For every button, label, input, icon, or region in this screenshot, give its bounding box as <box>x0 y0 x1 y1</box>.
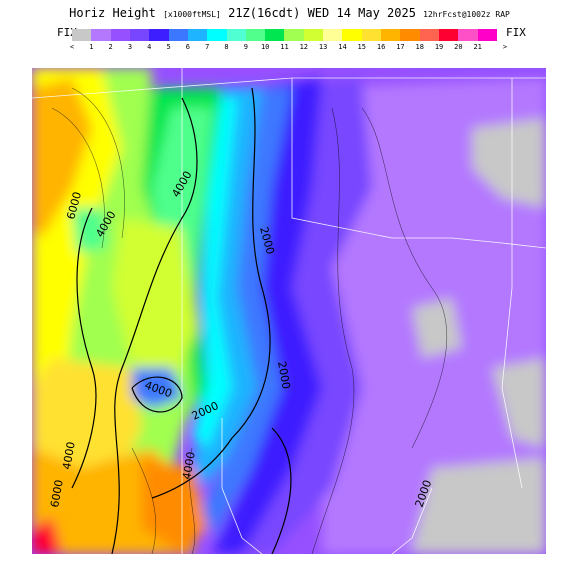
legend-swatch <box>226 29 246 41</box>
legend-ticks: <1 2 3 4 5 6 7 8 9 10 11 12 13 14 15 16 17 18 19 20 21 > <box>69 43 507 53</box>
fill-light-blue <box>202 88 292 538</box>
title-valid-time: 21Z(16cdt) WED 14 May 2025 <box>228 6 416 20</box>
legend-swatch <box>91 29 111 41</box>
legend-swatch <box>419 29 439 41</box>
legend-over-arrow: > <box>502 43 508 51</box>
fill-violet <box>232 78 372 554</box>
legend-swatch <box>477 29 497 41</box>
legend-tick-label: 3 <box>127 43 133 51</box>
contour-label: 4000 <box>60 441 78 471</box>
legend-tick-label: 15 <box>357 43 366 51</box>
thin-contour-4 <box>361 107 448 449</box>
legend-tick-label: 7 <box>205 43 210 51</box>
title-field: Horiz Height <box>69 6 156 20</box>
legend-tick-label: 21 <box>473 43 482 51</box>
thin-contour-6 <box>188 447 196 554</box>
legend-swatch <box>149 29 169 41</box>
title-model-run: 12hrFcst@1002z RAP <box>423 10 510 19</box>
contour-2000-b <box>271 427 292 554</box>
rio-grande <box>221 418 263 554</box>
legend-tick-label: 11 <box>280 43 289 51</box>
legend-swatch <box>361 29 381 41</box>
thin-contour-1 <box>51 107 105 249</box>
legend-swatch <box>400 29 420 41</box>
height-map: 6000 4000 4000 2000 2000 2000 4000 4000 … <box>32 68 546 554</box>
legend-tick-label: 14 <box>338 43 347 51</box>
contour-2000-a <box>151 87 271 499</box>
legend-swatch <box>303 29 324 41</box>
state-line-ok-tx <box>291 78 546 249</box>
fill-gray-ne <box>472 118 546 208</box>
contour-lines <box>71 87 292 554</box>
state-line-east <box>501 78 523 489</box>
legend-swatch <box>72 29 92 41</box>
legend-swatch <box>187 29 208 41</box>
fill-gray-e <box>492 358 546 448</box>
contour-label: 6000 <box>48 479 66 509</box>
legend-swatch <box>381 29 401 41</box>
legend-swatch <box>129 29 150 41</box>
thin-contour-3 <box>311 107 355 554</box>
legend-tick-label: 16 <box>376 43 386 51</box>
legend-tick-label: 20 <box>454 43 463 51</box>
legend-tick-label: 4 <box>147 43 152 51</box>
gulf-coast <box>391 487 433 554</box>
legend-swatch <box>168 29 188 41</box>
contour-4000-loop <box>131 376 183 413</box>
fill-lime <box>112 218 197 388</box>
legend-tick-label: 12 <box>299 43 309 51</box>
fill-cyan <box>192 88 262 488</box>
legend-swatch <box>207 29 227 41</box>
contour-label: 4000 <box>180 451 198 481</box>
fill-dark-orange <box>142 458 207 554</box>
legend-tick-label: 9 <box>243 43 248 51</box>
fill-red-corner <box>32 518 62 554</box>
legend-swatch <box>245 29 266 41</box>
map-title: Horiz Height [x1000ftMSL] 21Z(16cdt) WED… <box>0 6 579 20</box>
fill-gray-se <box>412 458 546 554</box>
legend-tick-label: 10 <box>260 43 270 51</box>
legend-tick-label: 2 <box>108 43 113 51</box>
legend-swatch <box>458 29 478 41</box>
legend-tick-label: 8 <box>224 43 229 51</box>
color-legend <box>72 29 497 41</box>
legend-swatch <box>342 29 362 41</box>
thin-contours <box>51 87 448 554</box>
state-boundaries <box>32 68 546 554</box>
fill-aqua <box>192 98 237 448</box>
state-line-north <box>32 77 293 99</box>
contour-label: 2000 <box>275 360 293 390</box>
legend-tick-label: 19 <box>434 43 444 51</box>
legend-tick-label: 1 <box>89 43 94 51</box>
contour-4000-a <box>111 97 198 554</box>
legend-tick-label: 13 <box>318 43 328 51</box>
legend-tick-label: 5 <box>166 43 171 51</box>
legend-fix-right: FIX <box>506 26 526 39</box>
legend-under-arrow: < <box>69 43 75 51</box>
fill-gray-mid <box>412 298 462 358</box>
legend-swatch <box>323 29 343 41</box>
legend-swatch <box>110 29 130 41</box>
legend-tick-label: 17 <box>396 43 405 51</box>
contour-6000 <box>71 207 97 489</box>
thin-contour-5 <box>131 447 157 554</box>
legend-fix-left: FIX <box>57 26 77 39</box>
thin-contour-2 <box>71 87 125 239</box>
legend-swatch <box>265 29 285 41</box>
fill-orange-nw <box>32 78 92 238</box>
legend-tick-label: 18 <box>415 43 424 51</box>
legend-tick-label: 6 <box>185 43 191 51</box>
legend-swatch <box>284 29 304 41</box>
title-units: [x1000ftMSL] <box>163 10 221 19</box>
fill-blue-pocket <box>132 368 182 408</box>
legend-swatch <box>438 29 459 41</box>
